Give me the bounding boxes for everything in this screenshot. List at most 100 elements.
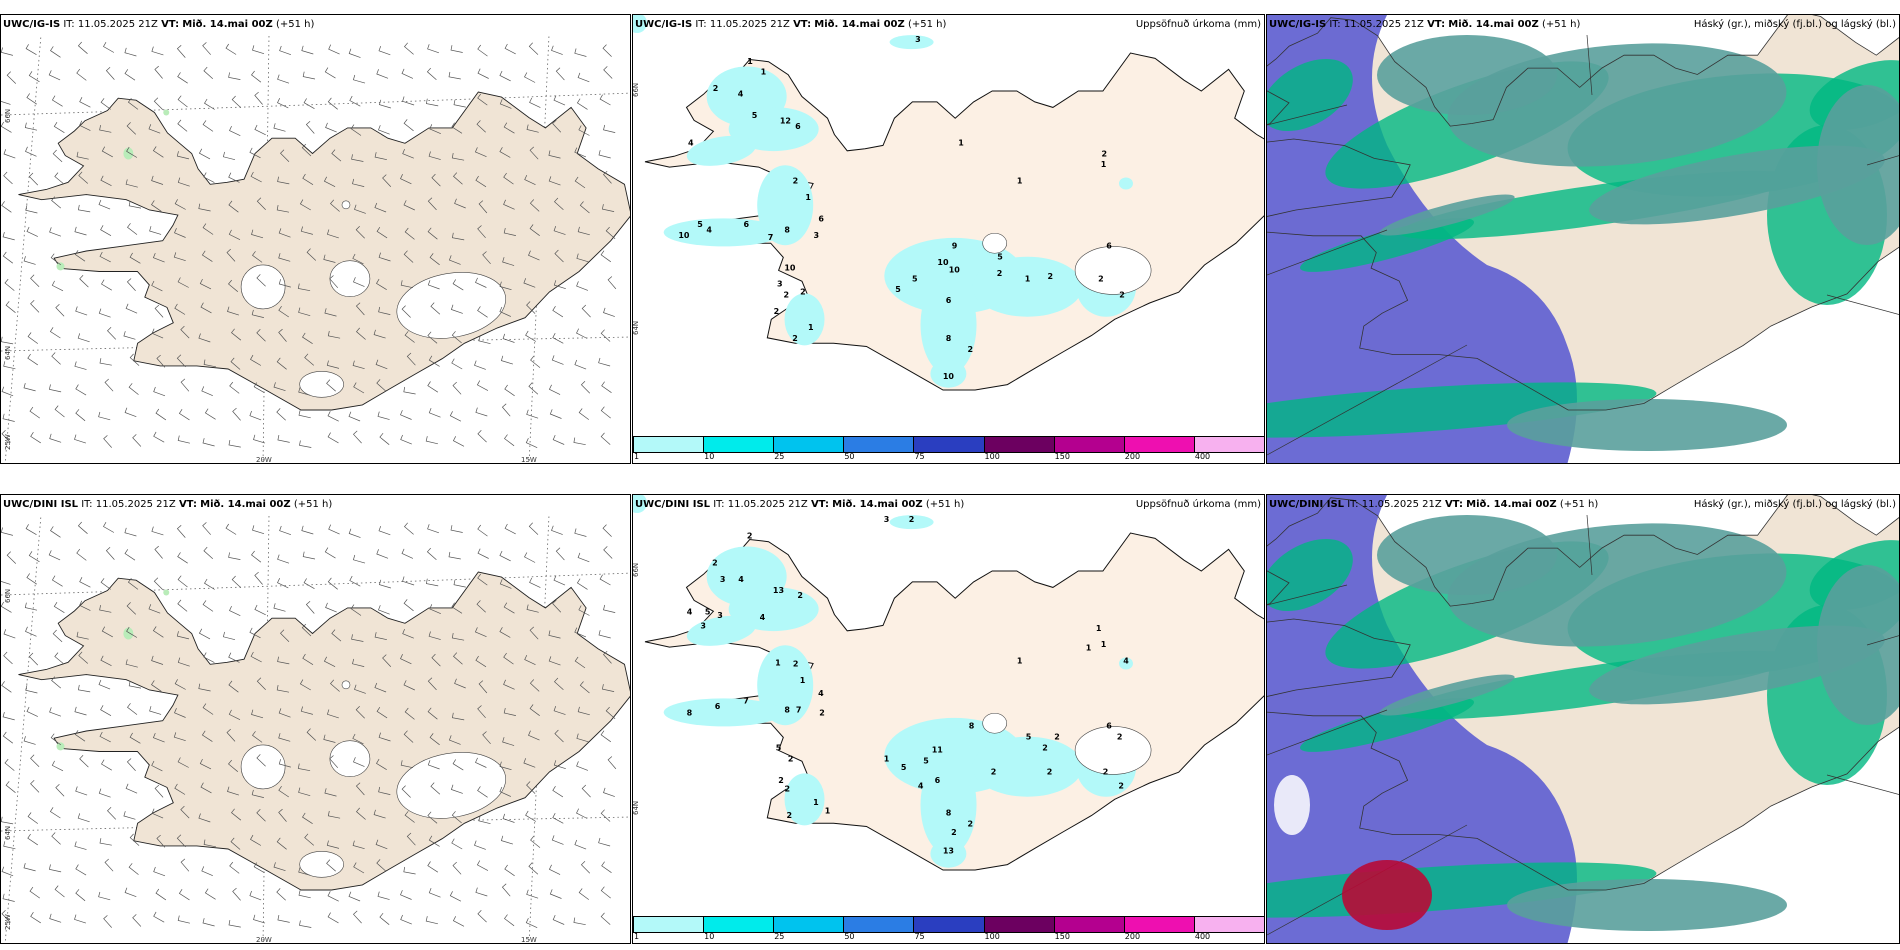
cloud-panel-2: UWC/DINI ISL IT: 11.05.2025 21Z VT: Mið.…	[1266, 494, 1900, 944]
colorbar-tick-label: 150	[1054, 932, 1070, 941]
wind-barb	[202, 918, 215, 927]
wind-barb	[477, 44, 488, 57]
wind-barb	[222, 631, 236, 641]
wind-barb	[200, 782, 212, 794]
precip-value-label: 4	[818, 689, 824, 698]
wind-barb	[427, 331, 438, 344]
precip-value-label: 2	[968, 345, 974, 354]
wind-barb	[79, 577, 91, 588]
precip-value-label: 2	[1054, 733, 1060, 742]
wind-barb	[580, 860, 591, 874]
wind-barb	[477, 306, 488, 318]
wind-barb	[330, 199, 340, 212]
lon-label-25w: 25W	[4, 914, 12, 930]
wind-barb	[299, 440, 312, 448]
wind-barb	[579, 681, 590, 694]
wind-barb	[600, 912, 611, 925]
wind-barb	[126, 278, 136, 291]
wind-barb	[2, 413, 15, 422]
wind-barb	[5, 301, 16, 313]
precip-area	[633, 495, 647, 513]
wind-barb	[323, 656, 336, 668]
wind-barb	[448, 255, 461, 265]
wind-barb	[549, 409, 562, 419]
wind-barb	[50, 46, 61, 58]
wind-barb	[404, 811, 415, 823]
wind-barb	[554, 729, 564, 743]
wind-barb	[30, 274, 40, 288]
glacier	[299, 851, 344, 878]
wind-barb	[231, 328, 242, 341]
glacier	[341, 200, 351, 210]
wind-barb	[529, 146, 539, 160]
wind-barb	[103, 522, 115, 533]
wind-barb	[529, 224, 540, 236]
wind-barb	[277, 578, 289, 589]
wind-barb	[128, 863, 139, 875]
wind-barb	[151, 808, 164, 819]
wind-barb	[100, 578, 111, 590]
wind-barb	[400, 280, 413, 289]
glacier	[982, 712, 1007, 734]
precip-value-label: 3	[720, 575, 726, 584]
wind-barb	[600, 329, 611, 342]
precip-value-label: 6	[715, 702, 721, 711]
wind-barb	[529, 577, 541, 588]
wind-barb	[74, 730, 86, 742]
wind-barb	[129, 252, 141, 264]
wind-barb	[152, 626, 164, 638]
wind-barb	[329, 755, 339, 769]
wind-barb	[499, 579, 512, 589]
wind-barb	[528, 42, 539, 55]
wind-barb	[256, 329, 266, 342]
wind-barb	[30, 754, 40, 768]
wind-barb	[352, 360, 365, 370]
wind-barb	[302, 71, 316, 80]
wind-barb	[378, 45, 391, 56]
wind-barb	[326, 229, 339, 239]
wind-barb	[524, 72, 536, 83]
panel-header: UWC/DINI ISL IT: 11.05.2025 21Z VT: Mið.…	[635, 499, 965, 510]
wind-barb	[526, 604, 539, 613]
wind-barb	[124, 549, 136, 561]
wind-barb	[251, 709, 264, 719]
wind-barb	[251, 309, 264, 318]
precip-value-label: 4	[918, 782, 924, 791]
wind-barb	[554, 249, 564, 263]
high-cloud-area	[1507, 399, 1787, 451]
precip-value-label: 2	[778, 776, 784, 785]
precip-value-label: 7	[796, 705, 802, 714]
wind-barb	[276, 205, 290, 213]
colorbar-swatch	[773, 916, 845, 933]
wind-barb	[1, 866, 14, 877]
wind-barb	[448, 71, 461, 80]
wind-barb	[228, 200, 239, 213]
wind-barb	[153, 97, 164, 111]
wind-barb	[54, 405, 65, 418]
precip-area	[972, 736, 1083, 797]
glacier	[1074, 726, 1152, 775]
wind-barb	[276, 837, 287, 850]
wind-barb	[553, 575, 566, 586]
wind-barb	[25, 44, 37, 56]
wind-barb	[553, 760, 566, 770]
wind-barb	[574, 656, 586, 669]
wind-barb	[230, 357, 241, 370]
wind-barb	[100, 705, 112, 717]
wind-barb	[127, 97, 139, 110]
wind-barb	[249, 410, 262, 421]
precip-value-label: 2	[788, 754, 794, 763]
wind-barb	[2, 232, 15, 241]
precip-value-label: 7	[768, 233, 774, 242]
wind-barb	[600, 809, 611, 822]
high-cloud-area	[1817, 85, 1899, 245]
wind-barb	[603, 170, 612, 184]
wind-barb	[177, 435, 190, 444]
wind-barb	[98, 679, 111, 690]
wind-barb	[277, 656, 290, 665]
precip-value-label: 1	[747, 57, 753, 66]
wind-barb	[51, 575, 63, 587]
wind-barb	[5, 781, 16, 793]
precip-area	[889, 515, 934, 530]
